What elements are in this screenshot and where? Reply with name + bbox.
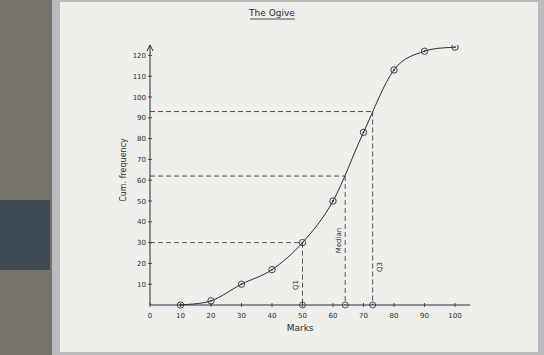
x-tick — [455, 303, 456, 307]
title-underline — [250, 19, 295, 20]
x-axis-label: Marks — [287, 323, 314, 333]
point-dot — [302, 242, 304, 244]
x-tick — [241, 303, 242, 307]
reference-point — [300, 302, 306, 308]
point-dot — [241, 283, 243, 285]
x-tick — [424, 303, 425, 307]
y-tick — [148, 180, 152, 181]
point — [360, 129, 366, 135]
y-tick — [148, 201, 152, 202]
point — [269, 266, 275, 272]
y-tick-label: 50 — [137, 198, 146, 206]
y-tick-label: 30 — [137, 239, 146, 247]
y-tick-label: 80 — [137, 135, 146, 143]
x-tick-label: 50 — [298, 312, 307, 320]
y-tick — [148, 221, 152, 222]
y-tick-label: 70 — [137, 156, 146, 164]
reference-line-v — [345, 176, 346, 305]
y-tick — [148, 117, 152, 118]
x-tick-label: 40 — [268, 312, 277, 320]
y-axis — [150, 45, 151, 305]
point-dot — [454, 46, 456, 48]
reference-line-v — [372, 112, 373, 305]
x-tick-label: 30 — [237, 312, 246, 320]
y-axis-arrow — [147, 45, 153, 51]
y-tick-label: 90 — [137, 114, 146, 122]
reference-line-h — [150, 176, 345, 177]
x-tick — [394, 303, 395, 307]
x-tick-label: 60 — [329, 312, 338, 320]
whiteboard — [60, 2, 538, 352]
x-tick — [363, 303, 364, 307]
x-tick — [272, 303, 273, 307]
point — [299, 239, 305, 245]
reference-label: Median — [335, 228, 343, 253]
y-tick — [148, 284, 152, 285]
ogive-line — [181, 47, 456, 305]
y-tick — [148, 76, 152, 77]
plot-area — [177, 45, 458, 308]
chart: The Ogive 0 10 20 30 40 50 60 70 80 90 100 10 20 30 40 5… — [0, 0, 544, 355]
y-tick-label: 100 — [133, 94, 146, 102]
point — [238, 281, 244, 287]
x-axis — [150, 305, 470, 306]
point — [177, 302, 183, 308]
y-tick-label: 110 — [133, 73, 146, 81]
y-tick — [148, 138, 152, 139]
point — [421, 48, 427, 54]
x-tick-label: 100 — [448, 312, 461, 320]
point — [330, 198, 336, 204]
y-tick — [148, 55, 152, 56]
wall — [0, 0, 544, 355]
y-tick-label: 60 — [137, 177, 146, 185]
point-dot — [424, 50, 426, 52]
point — [208, 298, 214, 304]
point-dot — [363, 131, 365, 133]
y-tick — [148, 97, 152, 98]
point-dot — [210, 300, 212, 302]
point-dot — [271, 269, 273, 271]
reference-label: Q1 — [292, 280, 300, 290]
x-tick-label: 90 — [420, 312, 429, 320]
x-tick-label: 80 — [390, 312, 399, 320]
reference-point — [342, 302, 348, 308]
y-tick — [148, 263, 152, 264]
board-frame — [52, 0, 544, 355]
reference-line-v — [302, 243, 303, 305]
y-tick — [148, 159, 152, 160]
title: The Ogive — [248, 8, 295, 18]
reference-line-h — [150, 111, 373, 112]
y-tick-label: 40 — [137, 218, 146, 226]
point — [452, 45, 458, 50]
point-dot — [393, 69, 395, 71]
point — [391, 67, 397, 73]
reference-point — [370, 302, 376, 308]
y-tick-label: 10 — [137, 281, 146, 289]
x-tick — [150, 303, 151, 307]
x-tick — [333, 303, 334, 307]
folders — [0, 200, 50, 270]
y-axis-label: Cum. frequency — [119, 138, 128, 202]
reference-label: Q3 — [376, 262, 384, 272]
y-tick-label: 20 — [137, 260, 146, 268]
x-tick-label: 0 — [148, 312, 152, 320]
x-tick-label: 70 — [359, 312, 368, 320]
x-tick-label: 20 — [207, 312, 216, 320]
y-tick-label: 120 — [133, 52, 146, 60]
point-dot — [332, 200, 334, 202]
reference-line-h — [150, 242, 303, 243]
x-tick — [180, 303, 181, 307]
x-tick-label: 10 — [176, 312, 185, 320]
point-dot — [180, 304, 182, 306]
